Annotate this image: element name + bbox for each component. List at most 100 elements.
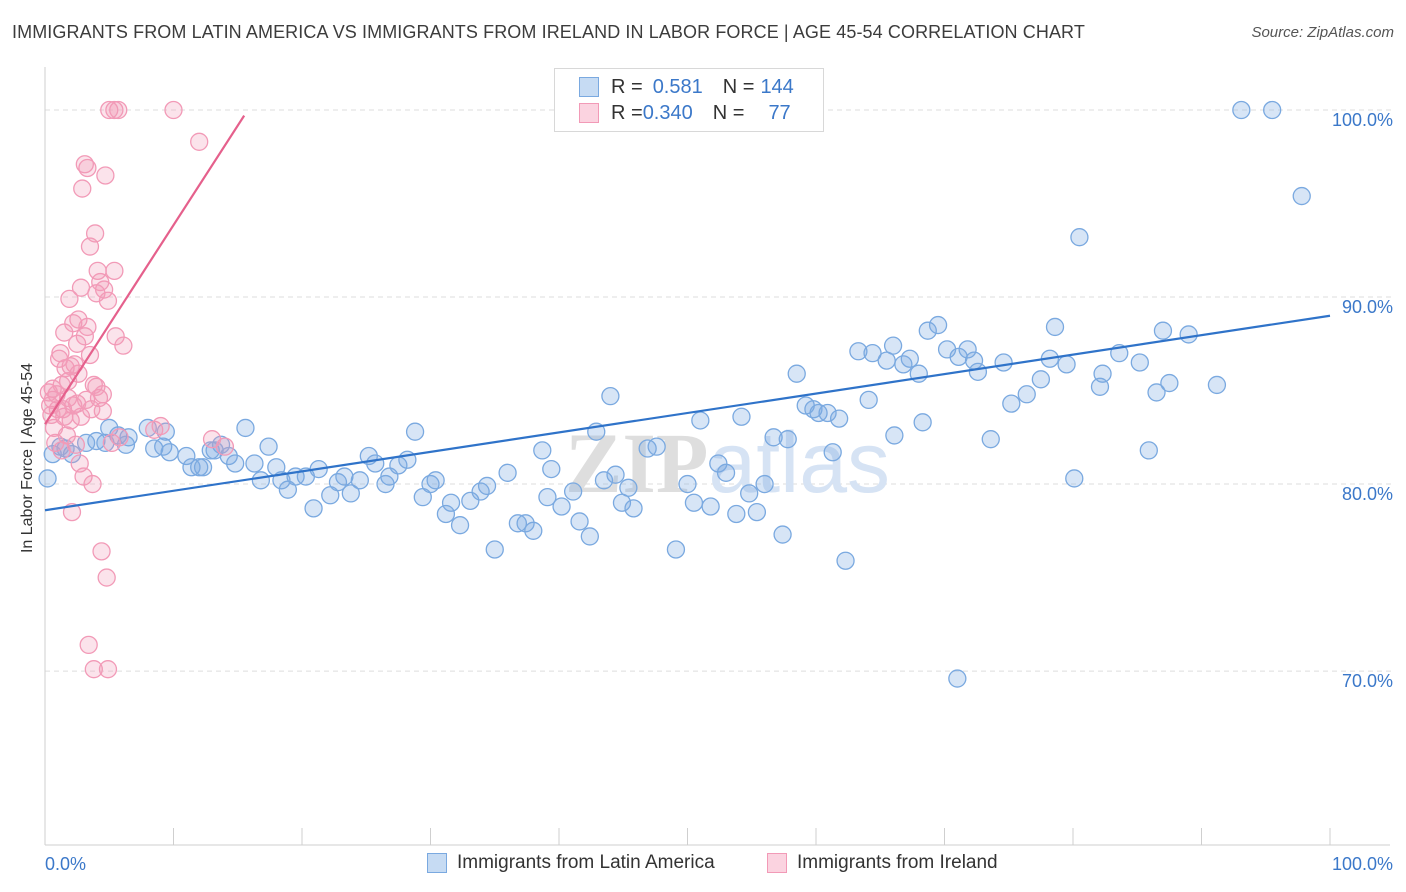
latin-america-point [691, 411, 710, 430]
latin-america-point [994, 353, 1013, 372]
ireland-point [73, 179, 92, 198]
n-value: 77 [768, 101, 791, 124]
latin-america-point [1179, 325, 1198, 344]
latin-america-point [245, 454, 264, 473]
latin-america-point [335, 467, 354, 486]
r-label: R = [611, 101, 643, 124]
latin-america-point [193, 458, 213, 477]
ireland-point [94, 280, 114, 299]
legend-item-latin-america: Immigrants from Latin America [427, 852, 715, 874]
latin-america-point [145, 439, 164, 458]
latin-america-point [436, 504, 456, 524]
n-label: N = [712, 101, 745, 124]
latin-america-point [900, 349, 919, 368]
correlation-legend: R = 0.581 N = 144 R = 0.340 N = 77 [554, 68, 824, 132]
ireland-point [109, 100, 128, 120]
latin-america-point [1160, 373, 1179, 393]
latin-america-point [485, 540, 504, 559]
latin-america-point [477, 476, 497, 496]
ireland-point [79, 635, 98, 655]
latin-america-point [552, 497, 571, 516]
latin-america-point [829, 409, 849, 428]
n-label: N = [722, 75, 755, 98]
watermark: ZIPatlas [565, 415, 890, 511]
y-tick-label: 80.0% [1342, 484, 1393, 504]
latin-america-point [918, 321, 937, 340]
latin-america-point [542, 459, 561, 479]
latin-america-point [619, 478, 638, 497]
latin-america-point [666, 540, 686, 559]
latin-america-point [304, 499, 323, 518]
chart-title: IMMIGRANTS FROM LATIN AMERICA VS IMMIGRA… [12, 22, 1085, 42]
ireland-point [83, 474, 102, 494]
ireland-swatch [579, 103, 599, 123]
ireland-point [84, 660, 103, 679]
y-tick-label: 70.0% [1342, 671, 1393, 691]
latin-america-point [948, 669, 967, 688]
latin-america-point [508, 514, 528, 533]
legend-row-ireland: R = 0.340 N = 77 [579, 100, 791, 126]
latin-america-point [732, 407, 751, 426]
latin-america-point [1045, 317, 1065, 337]
latin-america-point [498, 463, 517, 482]
ireland-point [67, 334, 87, 353]
latin-america-point [533, 441, 552, 460]
ireland-point [78, 317, 97, 337]
ireland-point [93, 385, 112, 404]
r-value: 0.340 [642, 101, 693, 124]
latin-america-point [1031, 370, 1051, 389]
x-tick-label: 100.0% [1332, 854, 1393, 874]
latin-america-point [426, 471, 445, 490]
latin-america-point [638, 439, 657, 458]
latin-america-point [450, 516, 470, 535]
latin-america-point [823, 443, 842, 462]
latin-america-point [1139, 441, 1158, 460]
ireland-point [61, 411, 80, 430]
ireland-point [78, 158, 97, 178]
r-value: 0.581 [652, 75, 703, 98]
latin-america-point [1147, 383, 1166, 402]
latin-america-point [156, 422, 175, 441]
latin-america-point [849, 342, 868, 361]
latin-america-point [1002, 394, 1021, 413]
x-tick-label: 0.0% [45, 854, 86, 874]
latin-america-point [1263, 100, 1282, 120]
latin-america-point [773, 525, 792, 544]
series-legend: Immigrants from Latin America Immigrants… [0, 852, 1406, 876]
latin-america-point [601, 387, 620, 406]
latin-america-point [647, 437, 666, 456]
ireland-point [110, 428, 129, 447]
latin-america-point [913, 413, 932, 432]
latin-america-point [1070, 228, 1089, 247]
latin-america-point [684, 493, 704, 512]
ireland-point [93, 401, 112, 421]
ireland-point [71, 278, 91, 297]
latin-america-point [981, 430, 1000, 449]
latin-america-point [764, 428, 783, 447]
latin-america-point [259, 437, 278, 456]
y-tick-label: 100.0% [1332, 110, 1393, 130]
ireland-point [85, 224, 105, 243]
latin-america-point [778, 430, 797, 449]
latin-america-point [580, 527, 599, 546]
latin-america-point [1065, 469, 1084, 488]
latin-america-point [1232, 100, 1251, 120]
latin-america-swatch [579, 77, 599, 97]
source-label: Source: ZipAtlas.com [1251, 24, 1394, 41]
latin-america-point [836, 551, 855, 570]
latin-america-point [787, 364, 806, 383]
latin-america-point [747, 502, 767, 522]
latin-america-point [1093, 364, 1112, 383]
latin-america-point [727, 504, 746, 524]
legend-item-ireland: Immigrants from Ireland [767, 852, 998, 874]
latin-america-point [606, 465, 625, 484]
ireland-point [190, 132, 209, 151]
latin-america-point [62, 444, 82, 464]
latin-america-point [251, 471, 271, 490]
latin-america-point [350, 471, 369, 490]
ireland-point [215, 437, 235, 456]
ireland-point [60, 289, 79, 309]
latin-america-point [863, 343, 882, 363]
latin-america-point [928, 315, 948, 335]
